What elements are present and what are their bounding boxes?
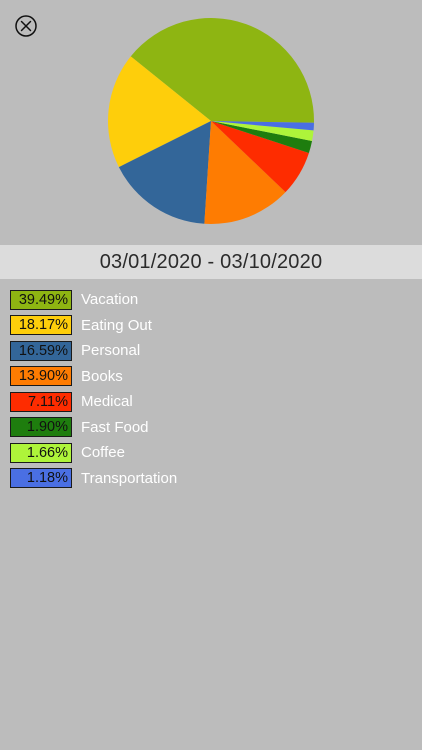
legend-percent: 1.66% xyxy=(10,442,72,463)
legend-label: Vacation xyxy=(81,291,139,309)
legend-item: 16.59% Personal xyxy=(10,338,410,364)
pie-chart xyxy=(106,16,316,226)
pie-slice-books xyxy=(204,121,286,224)
legend-percent: 1.18% xyxy=(10,468,72,489)
pie-slice-medical xyxy=(211,121,309,193)
close-icon xyxy=(15,15,37,37)
legend-item: 18.17% Eating Out xyxy=(10,313,410,339)
pie-slice-personal xyxy=(118,121,211,224)
legend-percent: 16.59% xyxy=(10,340,72,361)
legend-percent: 39.49% xyxy=(10,289,72,310)
pie-slice-vacation xyxy=(130,18,314,123)
legend-label: Books xyxy=(81,367,123,385)
legend-label: Fast Food xyxy=(81,418,149,436)
legend-item: 1.90% Fast Food xyxy=(10,415,410,441)
legend-percent: 7.11% xyxy=(10,391,72,412)
pie-slice-eating-out xyxy=(108,56,211,168)
legend-label: Transportation xyxy=(81,469,178,487)
date-range-text: 03/01/2020 - 03/10/2020 xyxy=(99,250,323,273)
legend-label: Medical xyxy=(81,393,133,411)
pie-slice-fast-food xyxy=(211,121,313,153)
legend-item: 39.49% Vacation xyxy=(10,287,410,313)
date-range-bar: 03/01/2020 - 03/10/2020 xyxy=(0,245,422,279)
legend: 39.49% Vacation 18.17% Eating Out 16.59% Pers… xyxy=(10,287,410,491)
legend-percent: 1.90% xyxy=(10,417,72,438)
pie-slice-coffee xyxy=(211,121,314,142)
legend-item: 7.11% Medical xyxy=(10,389,410,415)
legend-item: 1.66% Coffee xyxy=(10,440,410,466)
pie-slice-transportation xyxy=(211,121,314,131)
pie-chart-svg xyxy=(108,18,314,224)
legend-percent: 18.17% xyxy=(10,315,72,336)
legend-label: Coffee xyxy=(81,444,125,462)
legend-percent: 13.90% xyxy=(10,366,72,387)
legend-label: Eating Out xyxy=(81,316,152,334)
legend-item: 13.90% Books xyxy=(10,364,410,390)
legend-label: Personal xyxy=(81,342,141,360)
legend-item: 1.18% Transportation xyxy=(10,466,410,492)
close-button[interactable] xyxy=(14,14,38,38)
